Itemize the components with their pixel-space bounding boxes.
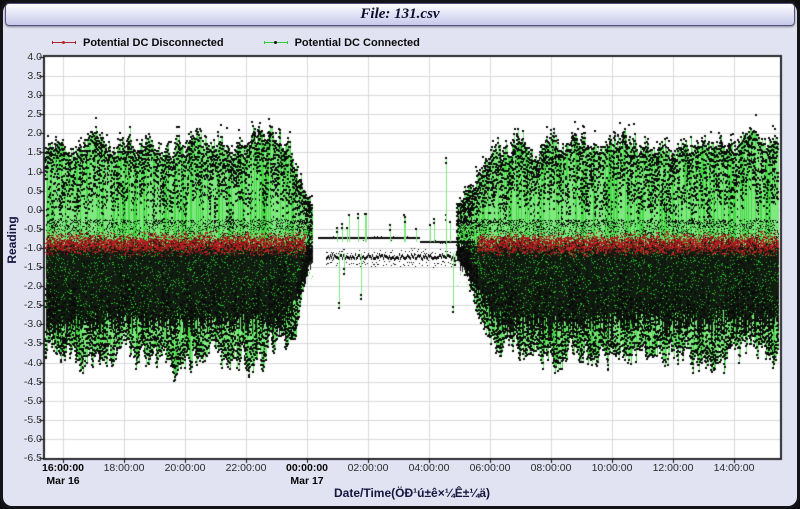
window-title: File: 131.csv: [360, 6, 439, 23]
x-tick-label: 20:00:00: [153, 462, 217, 474]
y-tick-label: -1.0: [2, 242, 42, 254]
title-bar[interactable]: File: 131.csv: [5, 3, 795, 26]
chart-canvas: [0, 0, 800, 509]
y-tick-label: -5.0: [2, 395, 42, 407]
x-tick-label: 18:00:00: [92, 462, 156, 474]
y-tick-label: -2.0: [2, 280, 42, 292]
legend: Potential DC Disconnected Potential DC Co…: [52, 35, 420, 50]
y-tick-label: -1.5: [2, 261, 42, 273]
x-tick-label: 00:00:00: [275, 462, 339, 474]
y-tick-label: 1.5: [2, 146, 42, 158]
x-tick-label: 10:00:00: [580, 462, 644, 474]
y-tick-label: -3.5: [2, 337, 42, 349]
app-window: File: 131.csv Potential DC DisconnectedP…: [0, 0, 800, 509]
y-tick-label: -0.5: [2, 223, 42, 235]
x-tick-label: 22:00:00: [214, 462, 278, 474]
legend-marker-connected-icon: [264, 40, 288, 45]
y-tick-label: -4.0: [2, 357, 42, 369]
x-tick-label: 16:00:00: [31, 462, 95, 474]
legend-label: Potential DC Disconnected: [83, 37, 224, 49]
y-tick-label: -4.5: [2, 376, 42, 388]
x-tick-label: 02:00:00: [336, 462, 400, 474]
x-tick-date: Mar 16: [31, 475, 95, 487]
y-tick-label: -5.5: [2, 414, 42, 426]
x-tick-label: 08:00:00: [519, 462, 583, 474]
x-axis-title: Date/Time(ÖÐ¹ú±ê×¼Ê±¼ä): [262, 486, 562, 500]
x-tick-label: 14:00:00: [702, 462, 766, 474]
y-tick-label: 4.0: [2, 51, 42, 63]
x-tick-label: 12:00:00: [641, 462, 705, 474]
y-tick-label: 2.5: [2, 108, 42, 120]
y-tick-label: 3.5: [2, 70, 42, 82]
x-tick-label: 06:00:00: [458, 462, 522, 474]
legend-label: Potential DC Connected: [295, 37, 420, 49]
x-tick-date: Mar 17: [275, 475, 339, 487]
y-tick-label: -6.0: [2, 433, 42, 445]
y-tick-label: 3.0: [2, 89, 42, 101]
x-tick-label: 04:00:00: [397, 462, 461, 474]
y-tick-label: 0.0: [2, 204, 42, 216]
y-tick-label: -3.0: [2, 318, 42, 330]
legend-item: Potential DC Connected: [264, 37, 420, 49]
y-tick-label: 1.0: [2, 166, 42, 178]
y-tick-label: 2.0: [2, 127, 42, 139]
y-tick-label: 0.5: [2, 185, 42, 197]
y-tick-label: -2.5: [2, 299, 42, 311]
legend-marker-disconnected-icon: [52, 40, 76, 45]
legend-item: Potential DC Disconnected: [52, 37, 224, 49]
